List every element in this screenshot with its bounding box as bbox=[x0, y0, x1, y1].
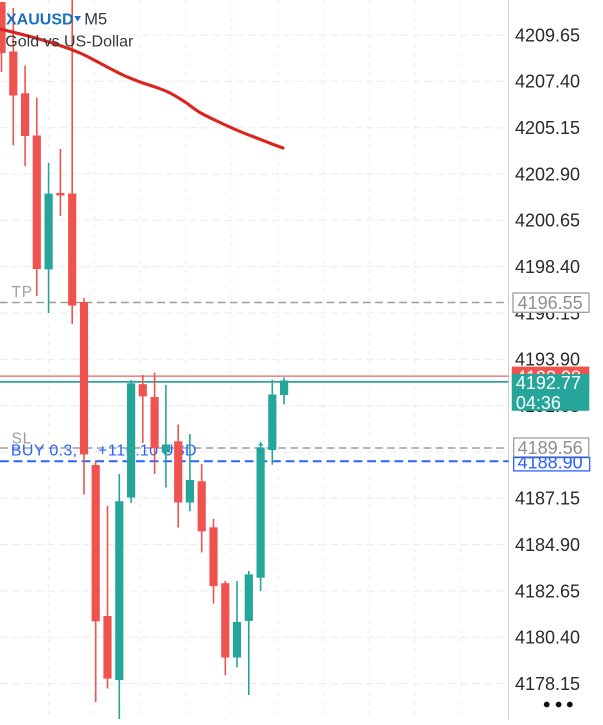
svg-text:4192.77: 4192.77 bbox=[516, 373, 581, 393]
svg-text:4205.15: 4205.15 bbox=[515, 118, 580, 138]
svg-text:4196.55: 4196.55 bbox=[518, 293, 583, 313]
svg-text:TP: TP bbox=[12, 284, 33, 301]
svg-text:BUY 0.3,: BUY 0.3, bbox=[11, 442, 78, 459]
svg-text:4193.90: 4193.90 bbox=[515, 350, 580, 370]
svg-text:4198.40: 4198.40 bbox=[515, 257, 580, 277]
svg-text:SL: SL bbox=[12, 430, 33, 447]
svg-text:Gold vs US-Dollar: Gold vs US-Dollar bbox=[5, 33, 134, 50]
svg-text:+116: +116 bbox=[98, 442, 135, 459]
svg-text:4178.15: 4178.15 bbox=[515, 674, 580, 694]
svg-text:4180.40: 4180.40 bbox=[515, 628, 580, 648]
svg-text:4184.90: 4184.90 bbox=[515, 535, 580, 555]
svg-text:4182.65: 4182.65 bbox=[515, 581, 580, 601]
svg-text:4189.56: 4189.56 bbox=[518, 438, 583, 458]
svg-text:04:36: 04:36 bbox=[516, 393, 561, 413]
svg-text:4200.65: 4200.65 bbox=[515, 211, 580, 231]
svg-text:4188.90: 4188.90 bbox=[518, 452, 583, 472]
svg-text:4202.90: 4202.90 bbox=[515, 164, 580, 184]
svg-text:M5: M5 bbox=[84, 11, 107, 29]
svg-text:4187.15: 4187.15 bbox=[515, 489, 580, 509]
svg-text:4207.40: 4207.40 bbox=[515, 72, 580, 92]
svg-text:4209.65: 4209.65 bbox=[515, 25, 580, 45]
svg-text:XAUUSD: XAUUSD bbox=[6, 12, 74, 29]
